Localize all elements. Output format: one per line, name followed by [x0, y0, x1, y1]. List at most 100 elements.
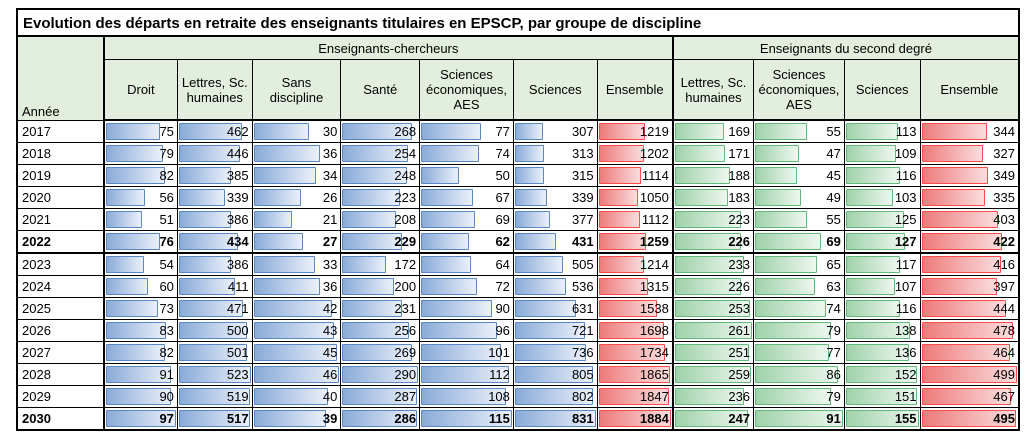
data-cell-sci_eco_aes_ec: 62: [419, 230, 514, 254]
cell-value: 36: [322, 279, 338, 294]
data-bar: [755, 344, 830, 361]
cell-value: 49: [826, 190, 841, 205]
data-bar: [845, 322, 911, 339]
data-bar: [105, 145, 163, 162]
data-cell-ensemble_ec: 1114: [596, 164, 674, 187]
data-cell-lettres_ec: 500: [176, 319, 253, 342]
data-cell-sante_ec: 269: [340, 341, 421, 364]
year-cell: 2023: [16, 252, 105, 276]
data-bar: [105, 322, 166, 339]
data-cell-sciences_sd: 107: [843, 275, 921, 298]
data-bar: [178, 300, 244, 317]
cell-value: 517: [226, 411, 249, 426]
cell-value: 536: [571, 279, 594, 294]
cell-value: 1259: [639, 234, 669, 249]
cell-value: 75: [159, 124, 174, 139]
data-bar: [421, 410, 512, 427]
cell-value: 76: [159, 234, 174, 249]
cell-value: 50: [495, 168, 510, 183]
cell-value: 45: [322, 345, 338, 360]
data-cell-ensemble_ec: 1315: [596, 275, 674, 298]
column-header-sci-eco-aes-ec: Sciences économiques, AES: [419, 59, 514, 121]
data-cell-ensemble_ec: 1112: [596, 208, 674, 231]
data-bar: [845, 167, 900, 184]
data-bar: [514, 167, 545, 184]
data-cell-sans_discipline_ec: 36: [251, 142, 342, 165]
cell-value: 223: [394, 190, 417, 205]
data-cell-lettres_sd: 259: [671, 363, 755, 386]
cell-value: 86: [826, 367, 841, 382]
cell-value: 223: [728, 212, 751, 227]
data-bar: [178, 322, 248, 339]
cell-value: 631: [571, 301, 594, 316]
cell-value: 82: [159, 345, 174, 360]
data-bar: [921, 256, 1001, 273]
data-bar: [253, 278, 321, 295]
data-cell-sci_eco_aes_sd: 79: [753, 319, 845, 342]
table-row: 2024 60 411 36 200 72 536 1315 226 63 107 397: [16, 275, 1020, 298]
data-bar: [253, 410, 326, 427]
data-bar: [674, 388, 745, 405]
cell-value: 471: [226, 301, 249, 316]
data-cell-sciences_ec: 313: [512, 142, 598, 165]
data-cell-sci_eco_aes_sd: 69: [753, 230, 845, 254]
cell-value: 200: [394, 279, 417, 294]
data-bar: [514, 278, 567, 295]
year-cell: 2017: [16, 119, 105, 143]
data-bar: [845, 145, 897, 162]
data-cell-sans_discipline_ec: 34: [251, 164, 342, 187]
data-bar: [674, 344, 749, 361]
data-bar: [598, 366, 671, 383]
cell-value: 1734: [639, 345, 669, 360]
column-header-sante-ec: Santé: [340, 59, 421, 121]
data-bar: [598, 233, 647, 250]
data-cell-sci_eco_aes_sd: 91: [753, 407, 845, 431]
data-cell-sciences_sd: 127: [843, 230, 921, 254]
data-bar: [674, 211, 741, 228]
data-bar: [178, 344, 248, 361]
cell-value: 1884: [639, 411, 669, 426]
data-bar: [845, 123, 899, 140]
data-cell-sciences_sd: 155: [843, 407, 921, 431]
data-bar: [921, 167, 988, 184]
cell-value: 397: [993, 279, 1015, 294]
data-cell-lettres_sd: 236: [671, 385, 755, 408]
data-cell-ensemble_sd: 444: [919, 297, 1020, 320]
cell-value: 127: [894, 234, 917, 249]
data-bar: [421, 189, 474, 206]
data-bar: [421, 233, 470, 250]
cell-value: 501: [226, 345, 249, 360]
cell-value: 152: [894, 367, 917, 382]
data-bar: [342, 366, 419, 383]
data-cell-sciences_sd: 151: [843, 385, 921, 408]
data-bar: [598, 388, 670, 405]
data-cell-ensemble_sd: 403: [919, 208, 1020, 231]
data-cell-droit_ec: 51: [102, 208, 178, 231]
data-bar: [845, 278, 896, 295]
data-cell-sciences_sd: 136: [843, 341, 921, 364]
data-cell-sciences_ec: 377: [512, 208, 598, 231]
data-cell-sci_eco_aes_ec: 67: [419, 186, 514, 209]
cell-value: 112: [489, 367, 510, 382]
data-bar: [921, 145, 984, 162]
group-header-second-degre: Enseignants du second degré: [671, 35, 1020, 60]
data-cell-lettres_ec: 519: [176, 385, 253, 408]
data-bar: [178, 145, 240, 162]
cell-value: 236: [728, 389, 751, 404]
data-cell-sci_eco_aes_ec: 115: [419, 407, 514, 431]
data-bar: [421, 167, 460, 184]
data-bar: [514, 388, 593, 405]
cell-value: 43: [322, 323, 338, 338]
cell-value: 55: [826, 212, 841, 227]
cell-value: 91: [159, 367, 174, 382]
data-bar: [674, 300, 750, 317]
data-bar: [342, 278, 394, 295]
cell-value: 349: [993, 168, 1015, 183]
data-bar: [421, 145, 479, 162]
cell-value: 411: [227, 279, 249, 294]
data-bar: [598, 278, 649, 295]
cell-value: 69: [826, 234, 841, 249]
data-cell-sans_discipline_ec: 30: [251, 119, 342, 143]
cell-value: 34: [322, 168, 338, 183]
data-bar: [342, 123, 413, 140]
